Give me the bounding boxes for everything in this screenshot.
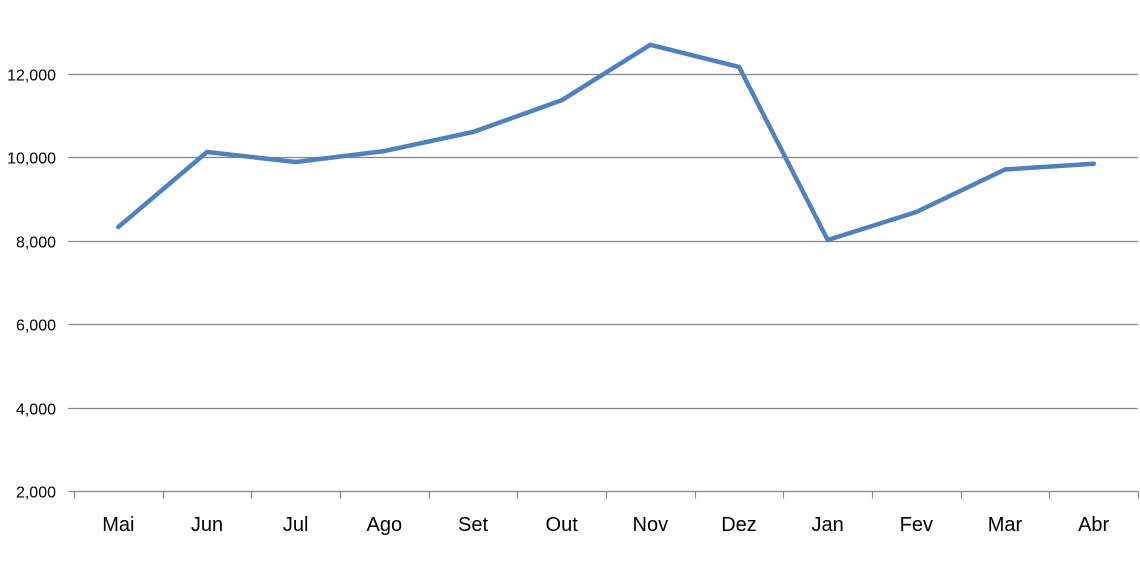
data-point xyxy=(825,237,830,243)
data-point xyxy=(293,159,298,165)
data-point xyxy=(648,42,653,47)
data-point xyxy=(736,64,742,70)
x-tick-label: Out xyxy=(546,514,579,536)
y-tick-label: 6,000 xyxy=(16,318,56,335)
data-point xyxy=(470,129,476,135)
data-point xyxy=(116,224,121,230)
data-point xyxy=(204,149,210,155)
x-tick-label: Ago xyxy=(367,514,403,536)
data-point xyxy=(914,209,919,215)
y-axis-tick-labels: 2,000 4,000 6,000 8,000 10,000 12,000 xyxy=(7,68,56,502)
series-line xyxy=(116,42,1096,243)
x-tick-label: Abr xyxy=(1078,514,1109,536)
x-tick-label: Set xyxy=(458,514,488,536)
y-tick-label: 12,000 xyxy=(7,68,56,85)
series-layer xyxy=(116,42,1096,243)
x-tick-label: Jun xyxy=(191,514,223,536)
y-tick-label: 10,000 xyxy=(7,151,56,168)
y-tick-label: 8,000 xyxy=(16,235,56,252)
x-tick-label: Nov xyxy=(633,514,669,536)
gridlines xyxy=(74,73,1138,410)
x-tick-label: Fev xyxy=(900,514,933,536)
data-point xyxy=(559,98,564,103)
x-axis-tick-labels: Mai Jun Jul Ago Set Out Nov Dez Jan Fev Mar Abr xyxy=(102,514,1109,536)
x-tick-label: Jan xyxy=(812,514,844,536)
x-tick-label: Mar xyxy=(988,514,1023,536)
data-point xyxy=(1091,161,1096,166)
y-tick-label: 4,000 xyxy=(16,402,56,419)
data-point xyxy=(382,148,387,154)
y-tick-label: 2,000 xyxy=(16,485,56,502)
x-axis xyxy=(68,73,1140,499)
x-tick-label: Mai xyxy=(102,514,134,536)
x-tick-label: Dez xyxy=(721,514,757,536)
x-tick-label: Jul xyxy=(283,514,309,536)
data-point xyxy=(1002,167,1008,172)
